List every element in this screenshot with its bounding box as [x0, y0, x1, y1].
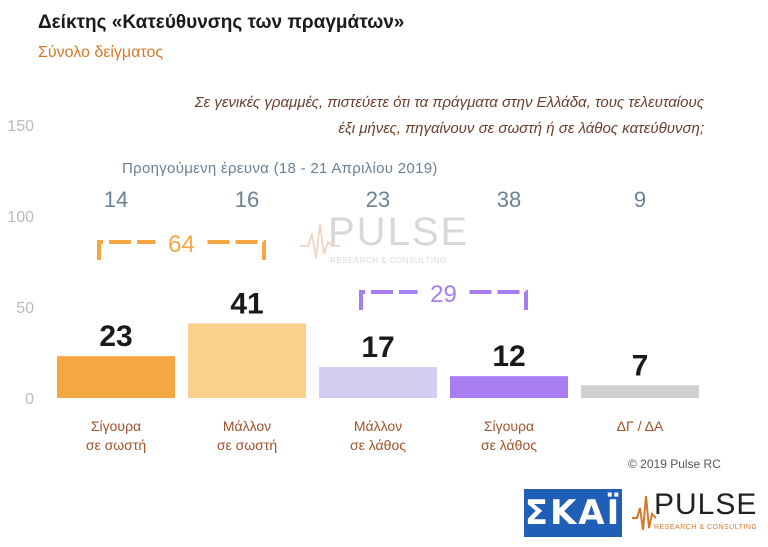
pulse-wave-logo-icon	[632, 495, 656, 531]
x-category-label: Σίγουρα	[484, 418, 534, 434]
bar-value-label: 7	[632, 349, 649, 382]
question-line-2: έξι μήνες, πηγαίνουν σε σωστή ή σε λάθος…	[338, 120, 704, 137]
group-bracket	[97, 240, 156, 260]
watermark-tagline: RESEARCH & CONSULTING	[330, 256, 447, 265]
pulse-logo-tagline: RESEARCH & CONSULTING	[654, 524, 758, 531]
bar	[57, 356, 175, 398]
group-total-label: 29	[430, 281, 457, 308]
x-category-label: σε σωστή	[86, 437, 146, 453]
bar-value-label: 17	[361, 331, 394, 364]
bar	[450, 376, 568, 398]
x-category-label: Μάλλον	[354, 418, 402, 434]
bar-value-label: 23	[99, 320, 132, 353]
pulse-watermark: PULSE RESEARCH & CONSULTING	[300, 210, 470, 270]
bar	[188, 323, 306, 398]
bar-value-label: 12	[492, 340, 525, 373]
group-total-label: 64	[168, 231, 195, 258]
y-tick-label: 0	[25, 391, 34, 408]
x-category-label: σε σωστή	[217, 437, 277, 453]
pulse-logo-word: PULSE	[654, 488, 758, 521]
watermark-word: PULSE	[328, 210, 470, 254]
previous-value-label: 38	[497, 187, 521, 212]
previous-value-label: 23	[366, 187, 390, 212]
question-line-1: Σε γενικές γραμμές, πιστεύετε ότι τα πρά…	[194, 94, 704, 111]
chart-subtitle: Σύνολο δείγματος	[38, 44, 164, 61]
x-category-label: Μάλλον	[223, 418, 271, 434]
x-category-label: σε λάθος	[350, 437, 406, 453]
previous-value-label: 16	[235, 187, 259, 212]
previous-survey-label: Προηγούμενη έρευνα (18 - 21 Απριλίου 201…	[122, 160, 438, 177]
chart-title: Δείκτης «Κατεύθυνσης των πραγμάτων»	[38, 12, 405, 33]
pulse-logo: PULSE RESEARCH & CONSULTING	[632, 488, 764, 540]
group-bracket	[207, 240, 266, 260]
bar	[581, 385, 699, 398]
bar-value-label: 41	[230, 287, 263, 320]
bar	[319, 367, 437, 398]
group-bracket	[359, 290, 418, 310]
x-category-label: Σίγουρα	[91, 418, 141, 434]
y-tick-label: 50	[16, 300, 34, 317]
y-tick-label: 100	[7, 209, 34, 226]
x-category-label: ΔΓ / ΔΑ	[617, 418, 664, 434]
pulse-wave-icon	[300, 223, 340, 259]
x-category-label: σε λάθος	[481, 437, 537, 453]
skai-logo: ΣΚΑΪ	[524, 489, 622, 537]
survey-question: Σε γενικές γραμμές, πιστεύετε ότι τα πρά…	[144, 90, 704, 142]
previous-value-label: 14	[104, 187, 128, 212]
previous-value-label: 9	[634, 187, 646, 212]
group-bracket	[469, 290, 528, 310]
copyright-text: © 2019 Pulse RC	[628, 457, 721, 471]
y-tick-label: 150	[7, 118, 34, 135]
